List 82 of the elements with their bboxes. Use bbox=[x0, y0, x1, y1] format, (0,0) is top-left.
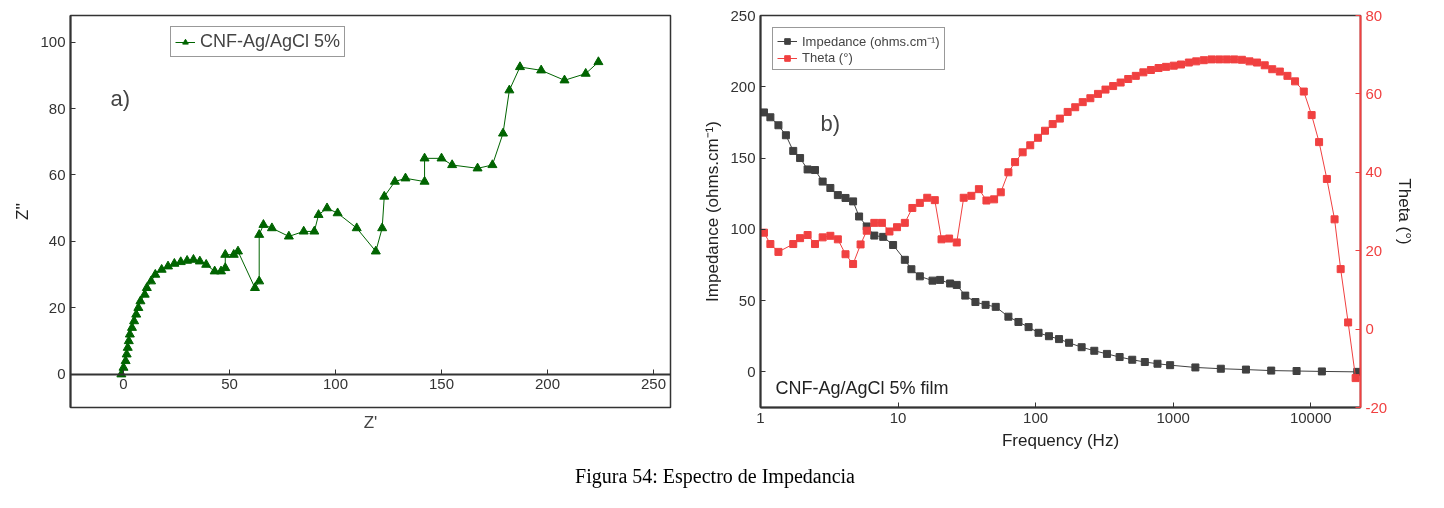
y2-tick-label: 80 bbox=[1365, 6, 1383, 24]
point bbox=[258, 219, 269, 228]
y2-tick-label: 0 bbox=[1365, 320, 1374, 338]
x-tick-label: 250 bbox=[641, 375, 667, 393]
point bbox=[122, 342, 133, 351]
point bbox=[309, 225, 320, 235]
point bbox=[370, 245, 381, 255]
y2-axis-title: Theta (°) bbox=[1395, 178, 1415, 245]
x-tick-label: 100 bbox=[1023, 408, 1049, 426]
point bbox=[559, 74, 570, 84]
y-tick-label: 20 bbox=[48, 298, 66, 316]
x-tick-label: 100 bbox=[323, 375, 349, 393]
point bbox=[156, 263, 167, 273]
y-tick-label: 0 bbox=[747, 362, 756, 380]
point bbox=[133, 302, 144, 311]
point bbox=[254, 229, 265, 238]
point bbox=[472, 162, 483, 172]
x-tick-label: 50 bbox=[221, 375, 238, 393]
legend-label: Theta (°) bbox=[802, 50, 853, 65]
x-axis-title: Z' bbox=[363, 412, 378, 432]
x-axis-title: Frequency (Hz) bbox=[1001, 430, 1120, 450]
point bbox=[283, 230, 294, 240]
annotation: CNF-Ag/AgCl 5% film bbox=[775, 377, 949, 398]
point bbox=[389, 175, 400, 185]
point bbox=[351, 222, 362, 232]
annotation: b) bbox=[820, 110, 841, 136]
point bbox=[150, 268, 161, 278]
y-tick-label: 40 bbox=[48, 232, 66, 250]
point bbox=[126, 322, 137, 331]
point bbox=[400, 172, 411, 182]
x-tick-label: 1000 bbox=[1156, 408, 1190, 426]
point bbox=[377, 222, 388, 232]
point bbox=[593, 56, 604, 66]
legend-label: CNF-Ag/AgCl 5% bbox=[200, 31, 341, 52]
y2-tick-label: 60 bbox=[1365, 84, 1383, 102]
point bbox=[298, 225, 309, 235]
point bbox=[163, 260, 174, 270]
point bbox=[536, 64, 547, 74]
point bbox=[220, 248, 231, 258]
point bbox=[419, 152, 430, 162]
x-tick-label: 10 bbox=[889, 408, 907, 426]
y-tick-label: 200 bbox=[730, 77, 756, 95]
point bbox=[146, 275, 157, 285]
point bbox=[504, 84, 515, 94]
y-tick-label: 60 bbox=[48, 165, 66, 183]
point bbox=[322, 202, 333, 212]
y-tick-label: 250 bbox=[730, 6, 756, 24]
point bbox=[379, 190, 390, 200]
point bbox=[498, 127, 509, 137]
x-tick-label: 1 bbox=[756, 408, 765, 426]
y-axis-title: Impedance (ohms.cm⁻¹) bbox=[703, 121, 723, 302]
point bbox=[266, 222, 277, 232]
y-tick-label: 80 bbox=[48, 99, 66, 117]
y-tick-label: 100 bbox=[730, 220, 756, 238]
point bbox=[254, 275, 265, 285]
y2-tick-label: -20 bbox=[1365, 398, 1388, 416]
point bbox=[514, 61, 525, 71]
point bbox=[436, 152, 447, 162]
y-tick-label: 150 bbox=[730, 149, 756, 167]
point bbox=[313, 209, 324, 218]
point bbox=[419, 175, 430, 185]
point bbox=[194, 255, 205, 265]
x-tick-label: 10000 bbox=[1289, 408, 1332, 426]
text: Figura 54: Espectro de Impedancia bbox=[574, 464, 856, 490]
x-tick-label: 150 bbox=[429, 375, 455, 393]
y-tick-label: 100 bbox=[40, 33, 66, 51]
legend-label: Impedance (ohms.cm⁻¹) bbox=[802, 33, 940, 50]
y-axis-title: Z'' bbox=[13, 203, 33, 220]
point bbox=[135, 295, 146, 305]
point bbox=[201, 258, 212, 268]
x-tick-label: 200 bbox=[535, 375, 561, 393]
point bbox=[487, 159, 498, 169]
point bbox=[447, 159, 458, 169]
annotation: a) bbox=[110, 85, 131, 111]
x-tick-label: 0 bbox=[119, 375, 128, 393]
point bbox=[249, 282, 260, 291]
point bbox=[580, 67, 591, 77]
y-tick-label: 50 bbox=[738, 291, 756, 309]
point bbox=[141, 282, 152, 291]
y2-tick-label: 40 bbox=[1365, 163, 1383, 181]
point bbox=[332, 207, 343, 217]
y2-tick-label: 20 bbox=[1365, 241, 1383, 259]
